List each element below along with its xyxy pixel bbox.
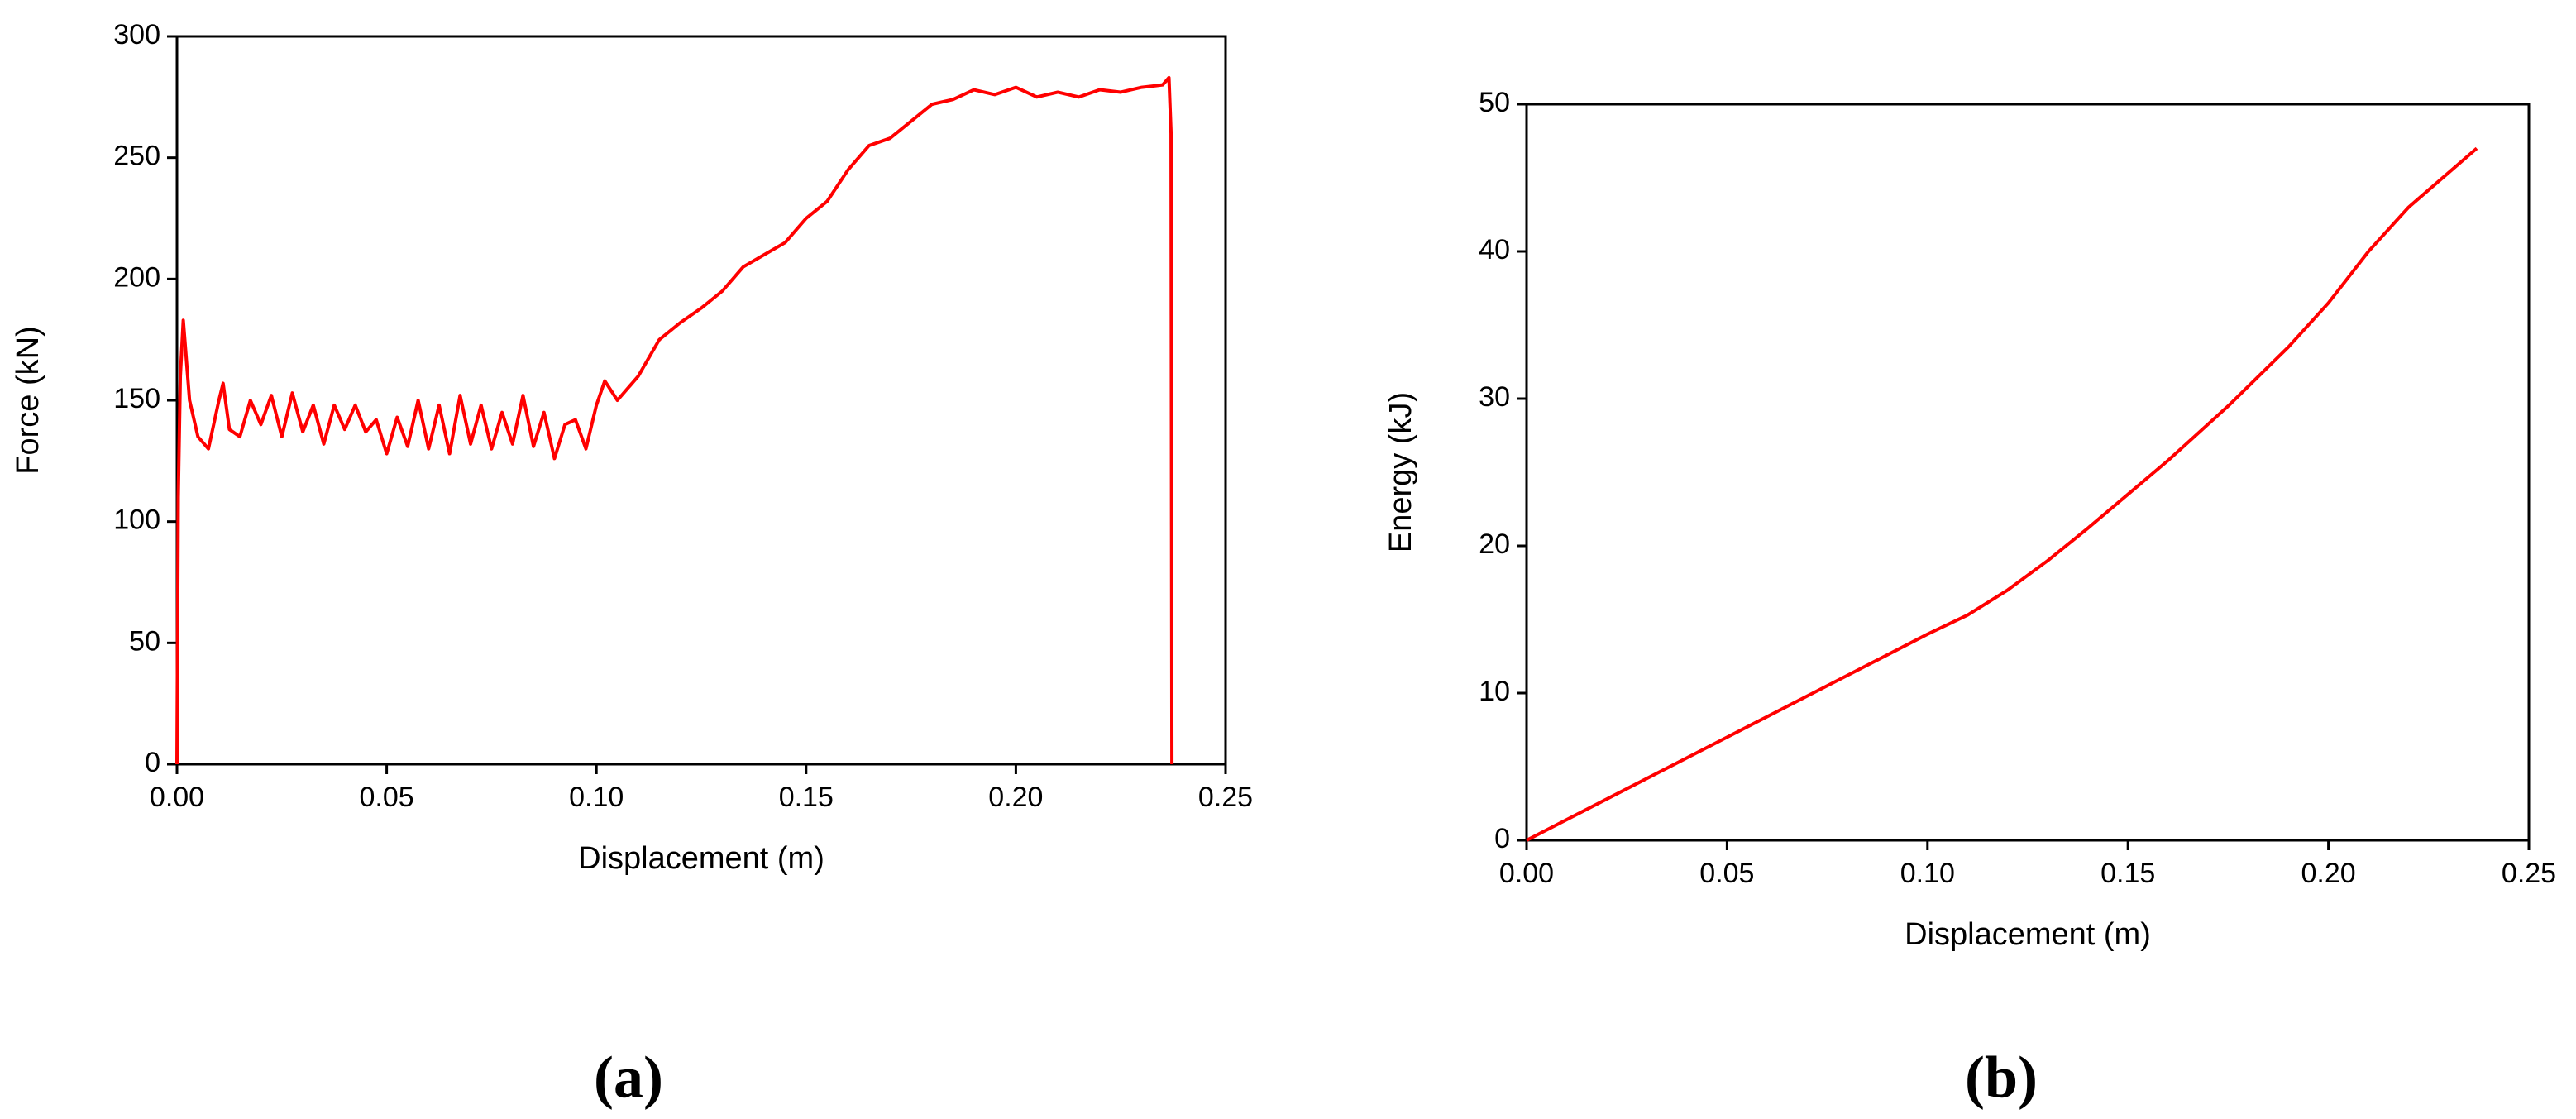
x-tick-label: 0.05 — [1699, 858, 1754, 889]
x-tick-label: 0.00 — [1499, 858, 1554, 889]
y-axis-title: Force (kN) — [11, 326, 45, 474]
x-tick-label: 0.25 — [1198, 782, 1253, 813]
x-axis-title: Displacement (m) — [1905, 917, 2151, 952]
plot-frame — [175, 35, 1227, 766]
x-tick-label: 0.00 — [150, 782, 204, 813]
caption: (b) — [1965, 1045, 2038, 1111]
x-tick-label: 0.15 — [779, 782, 834, 813]
y-tick-label: 30 — [1479, 381, 1510, 413]
x-tick-label: 0.25 — [2502, 858, 2556, 889]
y-tick-label: 0 — [1494, 823, 1510, 854]
y-tick-label: 0 — [145, 747, 160, 778]
x-tick-label: 0.10 — [569, 782, 624, 813]
y-tick-label: 10 — [1479, 676, 1510, 707]
y-tick-label: 50 — [129, 625, 160, 657]
x-tick-label: 0.20 — [988, 782, 1043, 813]
caption: (a) — [594, 1045, 663, 1111]
x-tick-label: 0.05 — [360, 782, 414, 813]
data-line — [1526, 146, 2478, 842]
x-tick-label: 0.10 — [1900, 858, 1955, 889]
y-tick-label: 50 — [1479, 87, 1510, 118]
y-tick-label: 200 — [113, 261, 160, 293]
x-tick-label: 0.15 — [2100, 858, 2155, 889]
y-tick-label: 150 — [113, 383, 160, 414]
y-axis-title: Energy (kJ) — [1384, 392, 1418, 552]
y-tick-label: 300 — [113, 19, 160, 50]
x-axis-title: Displacement (m) — [578, 841, 824, 876]
y-tick-label: 100 — [113, 505, 160, 536]
y-tick-label: 40 — [1479, 234, 1510, 265]
plot-frame — [1525, 103, 2531, 842]
x-tick-label: 0.20 — [2301, 858, 2356, 889]
y-tick-label: 250 — [113, 141, 160, 172]
y-tick-label: 20 — [1479, 528, 1510, 560]
data-line — [175, 75, 1174, 765]
